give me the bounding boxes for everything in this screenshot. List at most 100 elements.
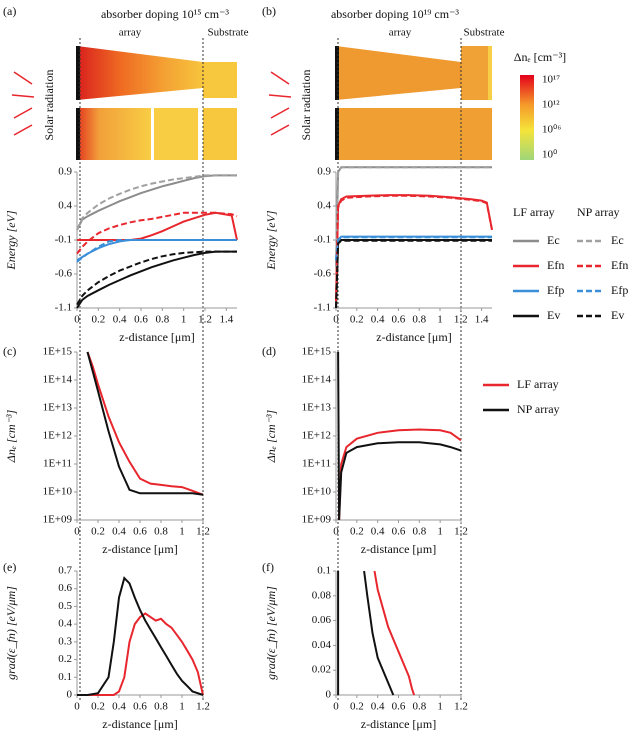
y-axis-label: Δnₑ [cm⁻³]: [4, 409, 18, 463]
panel-label: (a): [3, 4, 16, 18]
x-tick-label: 0.6: [392, 526, 406, 538]
colorbar-label: 10⁰⁶: [542, 124, 561, 136]
x-tick-label: 1: [179, 526, 185, 538]
legend-label: NP array: [517, 402, 560, 416]
series-line: [76, 250, 237, 309]
series-line: [77, 612, 204, 696]
x-tick-label: 1.2: [196, 701, 210, 713]
x-tick-label: 1: [437, 701, 443, 713]
series-line: [86, 351, 204, 496]
legend-label: Ev: [611, 308, 624, 322]
x-tick-label: 1.2: [198, 314, 212, 326]
y-tick-label: 1E+12: [302, 430, 331, 442]
x-tick-label: 0.4: [371, 526, 385, 538]
series-line: [335, 236, 492, 261]
x-tick-label: 0: [333, 701, 339, 713]
x-tick-label: 0.8: [412, 701, 426, 713]
x-tick-label: 0.2: [91, 701, 105, 713]
y-tick-label: 0.6: [58, 582, 72, 594]
array-label: array: [389, 27, 412, 39]
x-tick-label: 1.2: [454, 701, 468, 713]
x-tick-label: 0.8: [412, 526, 426, 538]
x-tick-label: 0.8: [154, 526, 168, 538]
series-line: [335, 239, 492, 309]
panel-label: (d): [262, 344, 276, 358]
y-tick-label: 0.9: [317, 166, 331, 178]
x-tick-label: 0.6: [392, 314, 406, 326]
x-tick-label: 0.8: [412, 314, 426, 326]
y-tick-label: -0.1: [314, 234, 331, 246]
y-tick-label: 1E+15: [43, 346, 73, 358]
y-axis-label: Energy [eV]: [4, 210, 18, 271]
panel-label: (b): [262, 4, 276, 18]
x-tick-label: 0.8: [155, 314, 169, 326]
y-tick-label: 0.2: [58, 653, 72, 665]
x-axis-label: z-distance [μm]: [102, 542, 177, 556]
colorbar: [520, 75, 534, 160]
y-axis-label: grad(ε_fn) [eV/μm]: [264, 586, 278, 680]
x-tick-label: 0: [74, 526, 80, 538]
x-tick-label: 1: [181, 314, 187, 326]
x-tick-label: 0.4: [112, 526, 126, 538]
x-tick-label: 1: [437, 526, 443, 538]
sun-arrows: [11, 71, 292, 136]
colormap-b: [335, 46, 492, 160]
y-tick-label: -1.1: [55, 302, 72, 314]
y-tick-label: 1E+11: [43, 458, 72, 470]
y-tick-label: 0.4: [58, 200, 72, 212]
colormap-a: [76, 46, 237, 160]
y-tick-label: 1E+09: [43, 514, 73, 526]
x-tick-label: 0.2: [91, 526, 105, 538]
y-tick-label: 1E+15: [302, 346, 332, 358]
x-tick-label: 0.2: [350, 314, 364, 326]
series-line: [77, 576, 204, 696]
legend-label: Ev: [547, 308, 560, 322]
x-tick-label: 0.4: [371, 314, 385, 326]
array-label: array: [119, 27, 142, 39]
x-tick-label: 0.6: [133, 526, 147, 538]
substrate-label: Substrate: [464, 27, 505, 39]
x-tick-label: 1.2: [196, 526, 210, 538]
series-line: [335, 239, 492, 309]
x-tick-label: 0.4: [112, 701, 126, 713]
colorbar-title: Δnₑ [cm⁻³]: [514, 50, 566, 64]
x-tick-label: 0: [74, 701, 80, 713]
x-tick-label: 1.4: [219, 314, 233, 326]
panel-label: (c): [3, 344, 16, 358]
series-line: [337, 351, 462, 521]
colorbar-label: 10¹²: [542, 99, 560, 111]
colorbar-label: 10⁰: [542, 149, 558, 161]
x-axis-label: z-distance [μm]: [102, 717, 177, 731]
y-tick-label: 0.06: [312, 614, 332, 626]
y-tick-label: 0.7: [58, 565, 72, 577]
x-axis-label: z-distance [μm]: [376, 330, 451, 344]
x-tick-label: 0.4: [113, 314, 127, 326]
x-tick-label: 0.2: [350, 701, 364, 713]
x-tick-label: 0: [74, 314, 80, 326]
series-line: [373, 570, 416, 696]
y-tick-label: 0: [67, 689, 73, 701]
series-line: [335, 166, 492, 268]
series-line: [76, 174, 237, 231]
y-tick-label: 1E+14: [43, 374, 73, 386]
y-tick-label: 1E+11: [302, 458, 331, 470]
y-tick-label: 0.4: [317, 200, 331, 212]
legend-label: Efn: [547, 258, 564, 272]
column-title: absorber doping 10¹⁹ cm⁻³: [331, 7, 459, 21]
y-tick-label: -0.6: [314, 268, 332, 280]
legend-header: LF array: [513, 205, 555, 219]
x-tick-label: 0.8: [154, 701, 168, 713]
panel-label: (e): [3, 560, 16, 574]
x-tick-label: 1.2: [454, 526, 468, 538]
y-tick-label: 1E+10: [302, 486, 332, 498]
x-tick-label: 0.2: [350, 526, 364, 538]
y-tick-label: 1E+09: [302, 514, 332, 526]
x-tick-label: 0.4: [371, 701, 385, 713]
y-tick-label: 0.9: [58, 166, 72, 178]
series-line: [76, 211, 238, 255]
series-line: [77, 211, 238, 241]
y-tick-label: 0.1: [58, 671, 72, 683]
y-axis-label: grad(ε_fn) [eV/μm]: [4, 586, 18, 680]
y-tick-label: 1E+13: [43, 402, 73, 414]
